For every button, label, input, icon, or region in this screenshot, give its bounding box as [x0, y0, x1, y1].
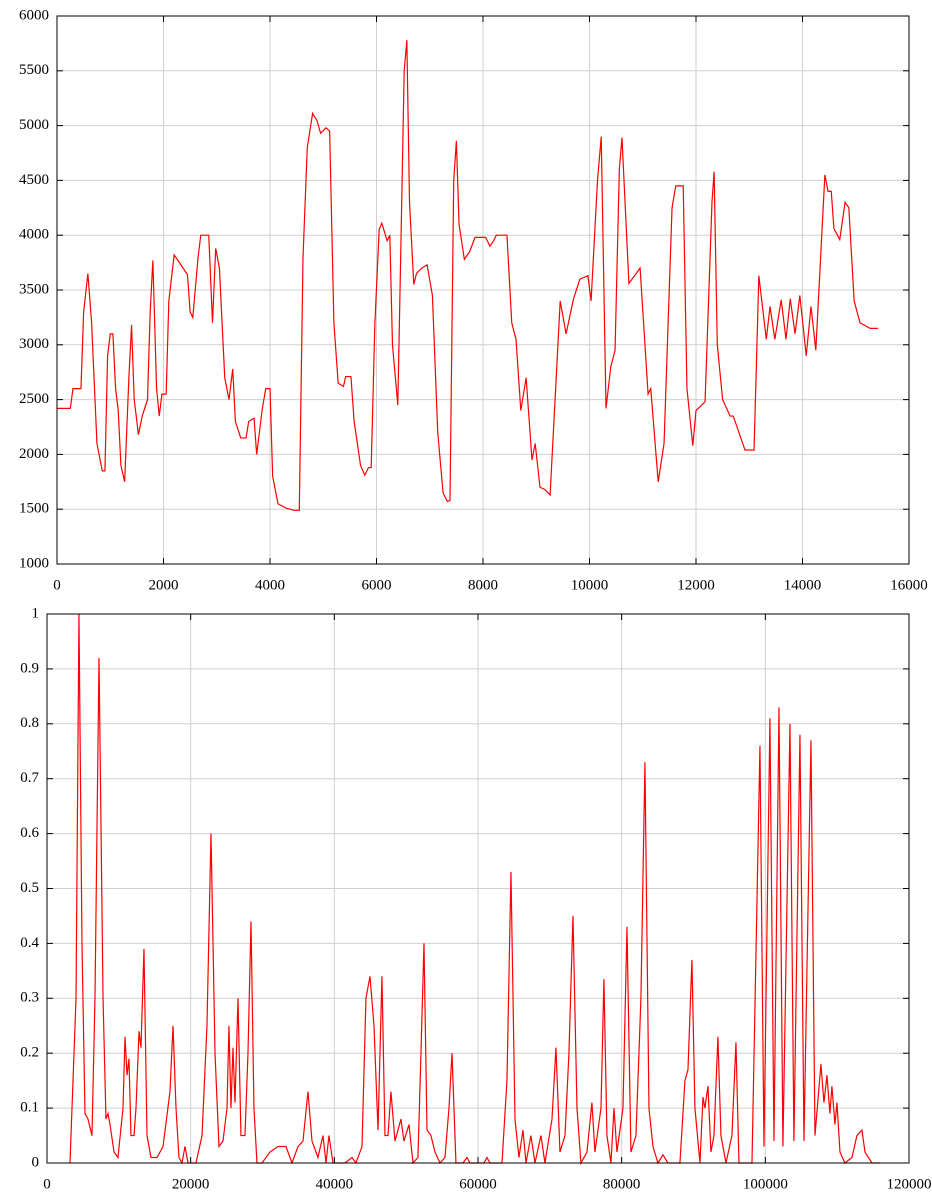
y-tick-label: 0.7	[20, 770, 39, 786]
y-tick-label: 5000	[19, 117, 49, 133]
x-tick-label: 120000	[887, 1176, 932, 1192]
y-tick-label: 3000	[19, 336, 49, 352]
y-tick-label: 3500	[19, 281, 49, 297]
y-tick-label: 1	[32, 605, 40, 621]
x-tick-label: 14000	[784, 577, 822, 593]
y-tick-label: 2000	[19, 446, 49, 462]
x-tick-label: 80000	[603, 1176, 641, 1192]
x-tick-label: 40000	[316, 1176, 354, 1192]
y-tick-label: 0.5	[20, 880, 39, 896]
y-tick-label: 0.3	[20, 990, 39, 1006]
x-tick-label: 2000	[149, 577, 179, 593]
x-tick-label: 0	[53, 577, 61, 593]
y-tick-label: 4500	[19, 172, 49, 188]
plot-frame	[56, 15, 910, 565]
y-tick-label: 0.2	[20, 1045, 39, 1061]
x-tick-label: 10000	[571, 577, 609, 593]
y-tick-label: 0.9	[20, 660, 39, 676]
x-tick-label: 16000	[890, 577, 928, 593]
x-tick-label: 6000	[362, 577, 392, 593]
y-tick-label: 0	[32, 1154, 40, 1170]
x-tick-label: 4000	[255, 577, 285, 593]
y-tick-label: 0.4	[20, 935, 39, 951]
y-tick-label: 5500	[19, 62, 49, 78]
data-line	[57, 40, 879, 511]
x-tick-label: 8000	[468, 577, 498, 593]
y-tick-label: 2500	[19, 391, 49, 407]
y-tick-label: 6000	[19, 7, 49, 23]
x-tick-label: 12000	[677, 577, 715, 593]
plot-frame	[46, 613, 910, 1164]
x-tick-label: 100000	[743, 1176, 788, 1192]
y-tick-label: 1500	[19, 501, 49, 517]
y-tick-label: 0.6	[20, 825, 39, 841]
y-tick-label: 4000	[19, 227, 49, 243]
y-tick-label: 1000	[19, 555, 49, 571]
x-tick-label: 60000	[459, 1176, 497, 1192]
y-tick-label: 0.8	[20, 715, 39, 731]
x-tick-label: 0	[43, 1176, 51, 1192]
y-tick-label: 0.1	[20, 1100, 39, 1116]
x-tick-label: 20000	[172, 1176, 210, 1192]
